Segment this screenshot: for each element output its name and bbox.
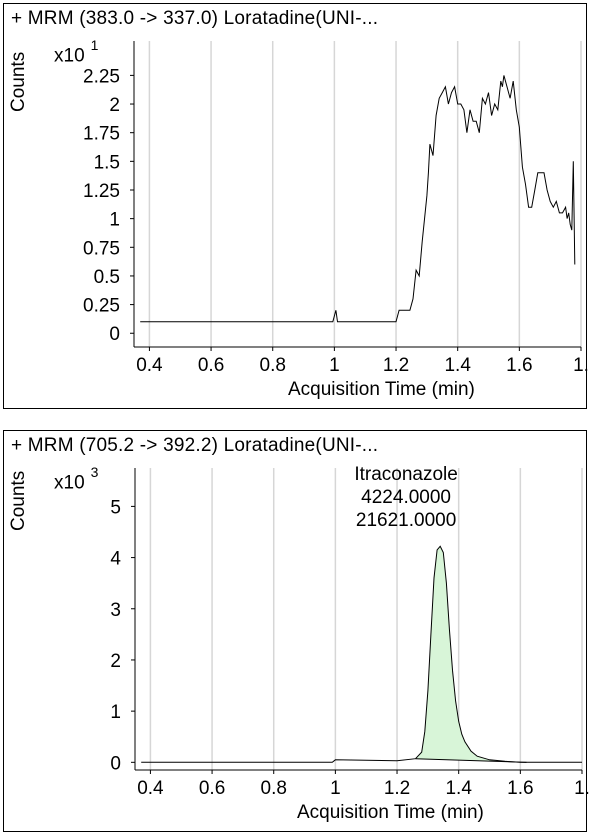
y-tick-label: 1.25 (83, 181, 120, 202)
chart-panel-1: + MRM (383.0 -> 337.0) Loratadine(UNI-..… (3, 3, 589, 409)
x-tick-label: 1.6 (506, 355, 532, 376)
x-tick-label: 0.4 (137, 778, 164, 799)
y-tick-label: 0.25 (83, 296, 120, 317)
y-tick-label: 4 (110, 549, 121, 570)
y-tick-label: 1 (110, 702, 121, 723)
chart-title: + MRM (383.0 -> 337.0) Loratadine(UNI-..… (11, 8, 379, 29)
x-tick-label: 1.2 (384, 778, 410, 799)
y-tick-label: 0 (110, 753, 121, 774)
multiplier-base: x10 (54, 472, 85, 494)
y-tick-label: 2.25 (83, 66, 120, 87)
multiplier-exponent: 3 (90, 464, 99, 480)
x-tick-label: 1 (330, 778, 341, 799)
x-tick-label: 1.2 (383, 355, 409, 376)
x-tick-label: 0.4 (136, 355, 163, 376)
x-axis-label: Acquisition Time (min) (288, 379, 475, 400)
y-tick-label: 0.5 (94, 267, 120, 288)
x-axis-label: Acquisition Time (min) (297, 802, 484, 823)
y-multiplier: x10 3 (54, 464, 98, 494)
y-tick-label: 2 (109, 95, 120, 116)
chart-panel-2: + MRM (705.2 -> 392.2) Loratadine(UNI-..… (3, 430, 590, 832)
y-tick-label: 1 (109, 210, 120, 231)
multiplier-base: x10 (54, 45, 85, 67)
y-tick-label: 0.75 (83, 238, 120, 259)
x-tick-label: 0.8 (261, 778, 287, 799)
y-tick-label: 2 (110, 651, 121, 672)
x-tick-label: 1.4 (444, 355, 471, 376)
x-tick-label: 1.4 (445, 778, 472, 799)
peak-annotation: 21621.0000 (356, 510, 456, 531)
peak-fill (415, 546, 527, 763)
x-tick-label: 0.6 (199, 778, 225, 799)
y-tick-label: 3 (110, 600, 121, 621)
peak-annotation: Itraconazole (354, 464, 458, 485)
x-tick-label: 1. (574, 778, 590, 799)
peak-annotation: 4224.0000 (361, 487, 451, 508)
chart-plot-2: 0.4 0.6 0.8 1 1.2 1.4 1.6 1. 0 1 2 3 4 5 Itraconazole4… (110, 464, 590, 799)
chart-title: + MRM (705.2 -> 392.2) Loratadine(UNI-..… (11, 435, 379, 456)
x-tick-label: 1.6 (507, 778, 533, 799)
x-tick-label: 0.6 (198, 355, 224, 376)
y-tick-label: 0 (109, 324, 120, 345)
y-tick-label: 1.5 (94, 152, 120, 173)
series-line (140, 75, 576, 323)
x-tick-label: 0.8 (260, 355, 286, 376)
y-tick-label: 5 (110, 497, 121, 518)
y-tick-label: 1.75 (83, 124, 120, 145)
y-multiplier: x10 1 (54, 37, 98, 67)
x-tick-label: 1. (573, 355, 589, 376)
chart-plot-1: 0.4 0.6 0.8 1 1.2 1.4 1.6 1. 0 0.25 0.5 0.75 1 1.25 1.… (83, 41, 589, 376)
multiplier-exponent: 1 (90, 37, 99, 53)
series-line (141, 545, 582, 763)
x-tick-label: 1 (329, 355, 340, 376)
